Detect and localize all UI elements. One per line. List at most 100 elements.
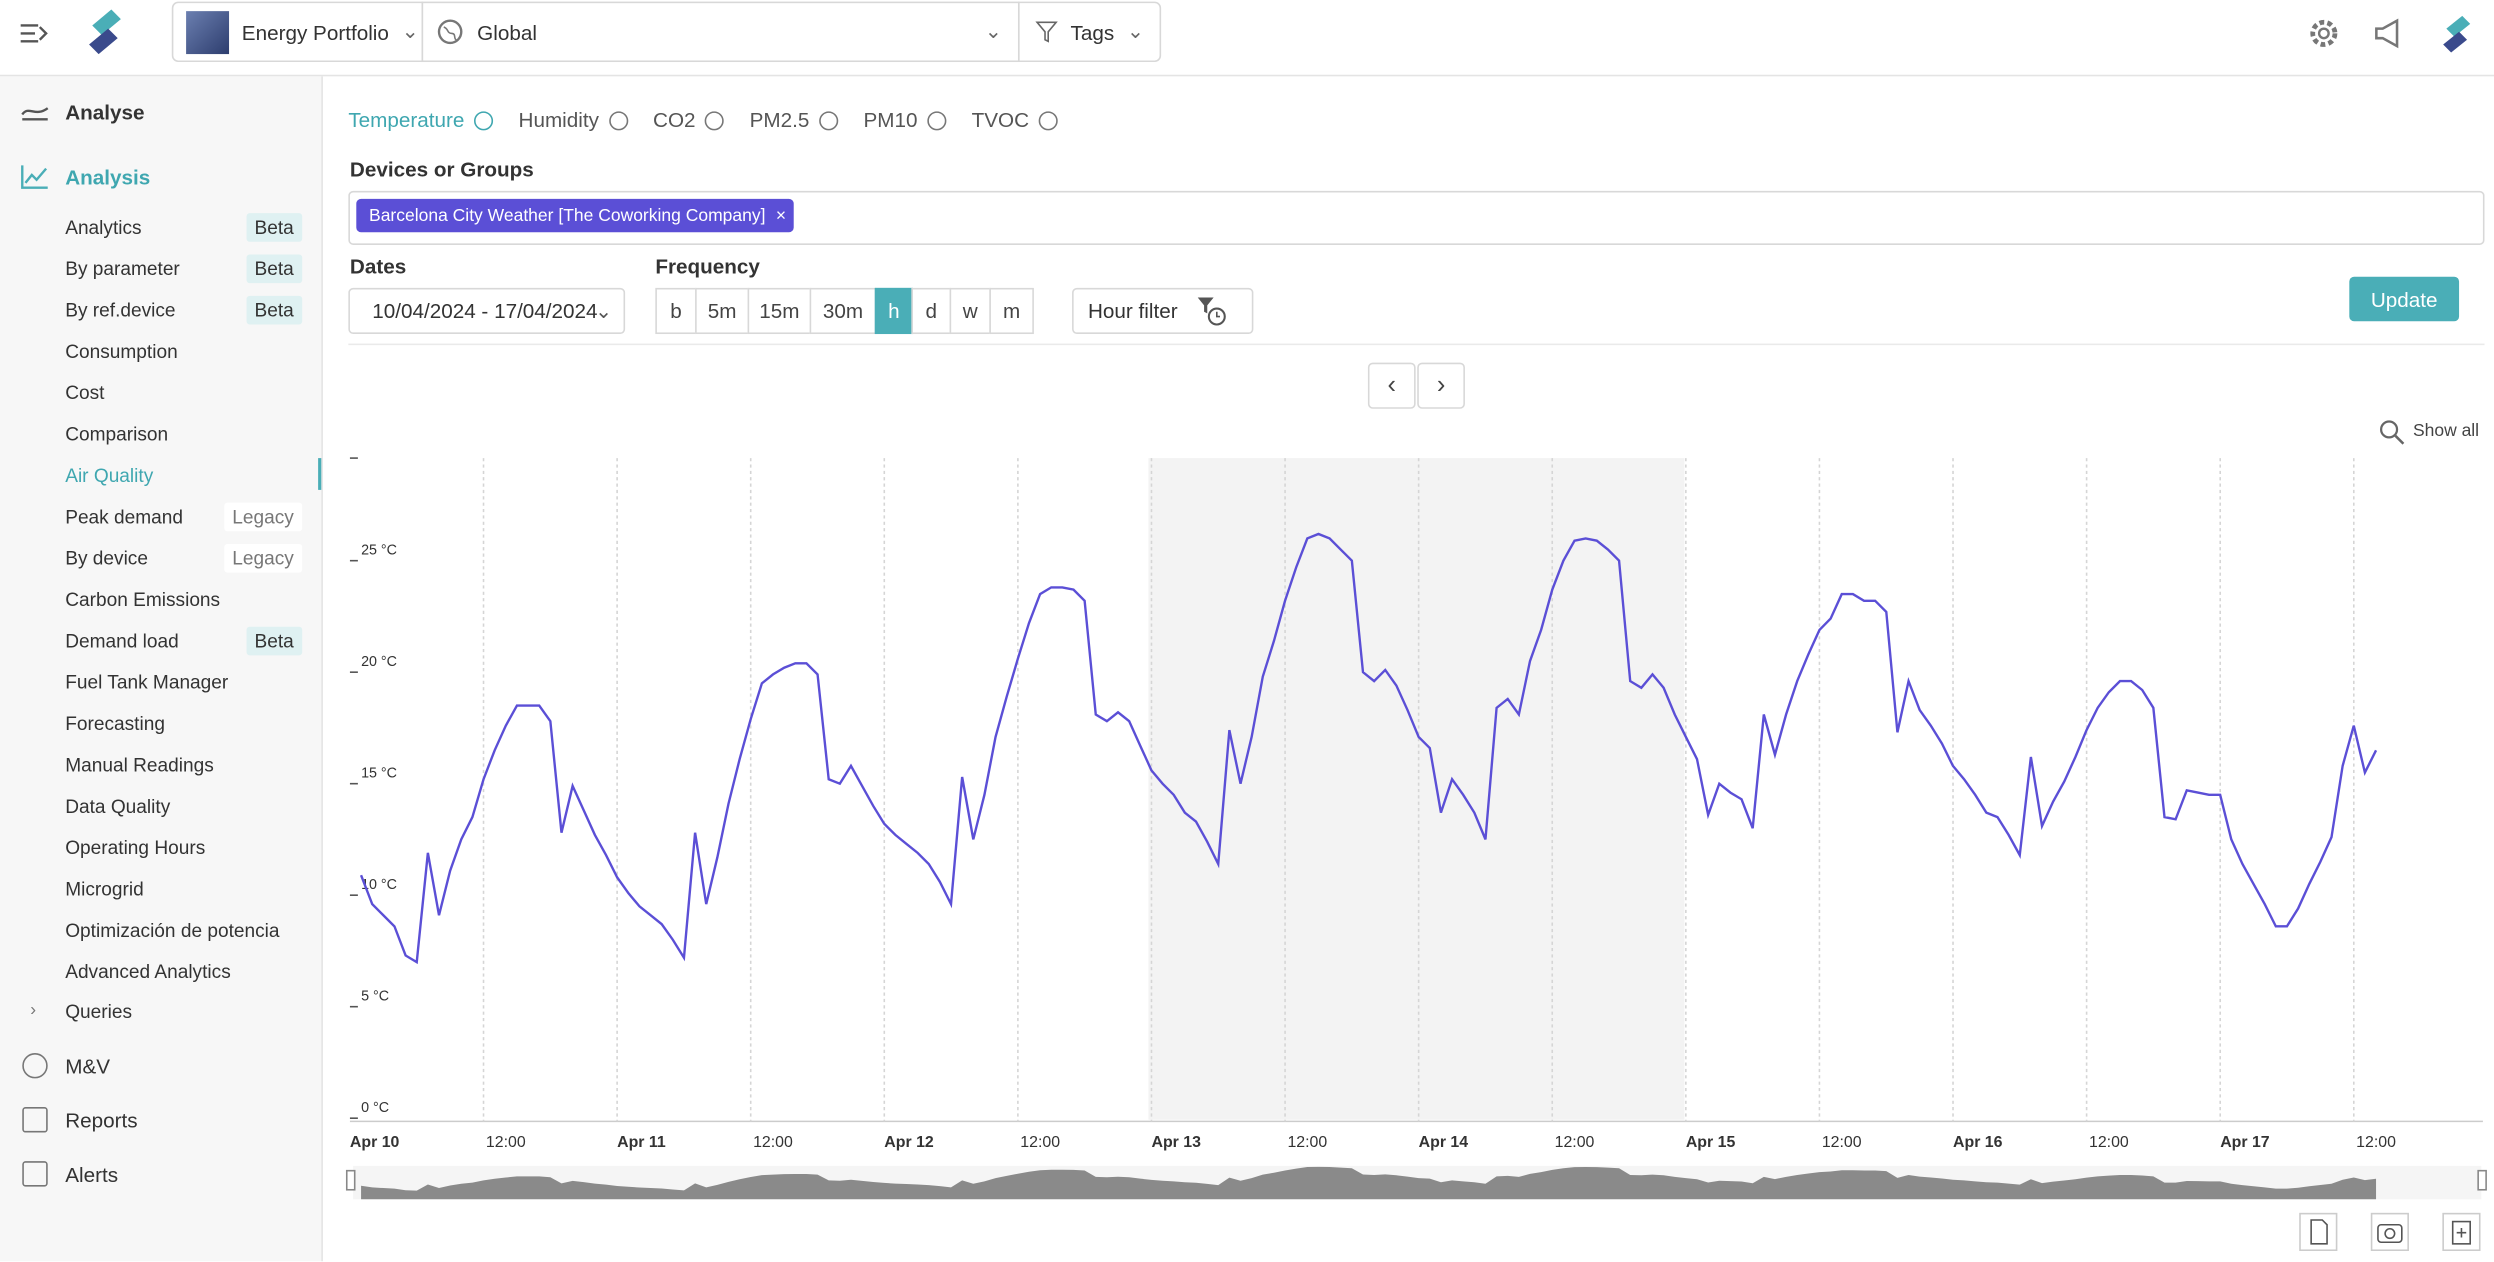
menu-icon[interactable] xyxy=(19,21,51,46)
tab-icon xyxy=(608,111,628,131)
badge: Beta xyxy=(246,254,302,284)
nav-item[interactable]: Alerts xyxy=(65,1162,119,1187)
x-tick-label: 12:00 xyxy=(1555,1134,1595,1151)
device-input[interactable]: Barcelona City Weather [The Coworking Co… xyxy=(348,190,2485,245)
export-clipboard[interactable] xyxy=(2442,1212,2482,1252)
nav-item[interactable]: By device xyxy=(65,547,148,570)
frequency-button[interactable]: 5m xyxy=(695,287,750,335)
nav-item[interactable]: By parameter xyxy=(65,257,180,280)
frequency-button[interactable]: d xyxy=(911,287,952,335)
y-tick-label: 20 °C xyxy=(361,654,397,670)
nav-item[interactable]: Fuel Tank Manager xyxy=(65,671,229,694)
nav-item[interactable]: Advanced Analytics xyxy=(65,960,231,983)
nav-item[interactable]: Cost xyxy=(65,381,105,405)
frequency-label: Frequency xyxy=(655,254,760,279)
nav-item[interactable]: Forecasting xyxy=(65,712,165,735)
parameter-tab[interactable]: PM10 xyxy=(863,108,918,133)
x-tick-label: Apr 15 xyxy=(1686,1134,1736,1151)
logo[interactable] xyxy=(76,3,133,60)
nav-item[interactable]: Reports xyxy=(65,1108,138,1133)
active-indicator xyxy=(318,458,322,490)
nav-item[interactable]: Consumption xyxy=(65,340,178,363)
globe-icon xyxy=(437,19,463,45)
badge: Beta xyxy=(246,213,302,242)
dates-label: Dates xyxy=(349,254,407,279)
frequency-button[interactable]: 30m xyxy=(809,287,877,335)
device-chip-label: Barcelona City Weather [The Coworking Co… xyxy=(369,205,766,226)
weekend-band xyxy=(1148,458,1685,1120)
parameter-tab[interactable]: Humidity xyxy=(518,108,599,133)
badge: Beta xyxy=(246,295,302,325)
x-tick-label: 12:00 xyxy=(753,1134,793,1151)
parameter-tab[interactable]: TVOC xyxy=(971,108,1030,133)
analysis-icon xyxy=(21,165,48,189)
badge: Legacy xyxy=(224,502,302,532)
nav-item[interactable]: Manual Readings xyxy=(65,753,214,777)
filter-icon xyxy=(1035,21,1058,43)
nav-icon xyxy=(22,1052,48,1079)
tags-dropdown[interactable]: Tags ⌄ xyxy=(1017,1,1162,63)
prev-button[interactable]: ‹ xyxy=(1367,362,1416,409)
show-all[interactable]: Show all xyxy=(2412,421,2480,441)
parameter-tab[interactable]: PM2.5 xyxy=(749,108,810,133)
navigator-handle-left[interactable] xyxy=(345,1169,356,1191)
nav-analyse[interactable]: Analyse xyxy=(65,100,145,125)
export-image[interactable] xyxy=(2370,1212,2410,1252)
date-range: 10/04/2024 - 17/04/2024 xyxy=(372,299,598,323)
x-tick-label: Apr 16 xyxy=(1953,1134,2003,1151)
hour-filter-label: Hour filter xyxy=(1087,299,1178,323)
x-tick-label: 12:00 xyxy=(2089,1134,2129,1151)
divider xyxy=(348,343,2485,346)
nav-item[interactable]: Demand load xyxy=(65,629,179,653)
next-button[interactable]: › xyxy=(1417,362,1465,409)
nav-item[interactable]: Optimización de potencia xyxy=(65,919,280,942)
update-button[interactable]: Update xyxy=(2349,276,2460,322)
y-tick-label: 15 °C xyxy=(361,765,397,781)
y-tick-label: 0 °C xyxy=(361,1100,389,1116)
nav-item[interactable]: Carbon Emissions xyxy=(65,588,221,611)
x-tick-label: Apr 10 xyxy=(350,1134,400,1151)
hour-filter-icon xyxy=(1197,297,1226,326)
nav-item[interactable]: By ref.device xyxy=(65,299,176,322)
portfolio-dropdown[interactable]: Energy Portfolio ⌄ xyxy=(171,1,424,63)
x-tick-label: 12:00 xyxy=(1020,1134,1060,1151)
nav-item[interactable]: Data Quality xyxy=(65,795,171,818)
nav-item[interactable]: Air Quality xyxy=(65,464,154,487)
announce-icon[interactable] xyxy=(2373,17,2408,49)
settings-icon[interactable] xyxy=(2308,17,2340,49)
tab-icon xyxy=(705,111,725,131)
x-tick-label: Apr 14 xyxy=(1419,1134,1469,1151)
tags-label: Tags xyxy=(1070,19,1115,44)
data-line xyxy=(359,532,2378,965)
user-logo[interactable] xyxy=(2434,10,2482,58)
date-picker[interactable]: 10/04/2024 - 17/04/2024 ⌄ xyxy=(348,287,626,335)
frequency-button[interactable]: m xyxy=(989,287,1034,335)
navigator-handle-right[interactable] xyxy=(2477,1169,2487,1191)
hour-filter[interactable]: Hour filter xyxy=(1072,287,1254,335)
x-tick-label: 12:00 xyxy=(1287,1134,1327,1151)
nav-item[interactable]: Peak demand xyxy=(65,505,184,529)
parameter-tab[interactable]: CO2 xyxy=(653,108,696,133)
nav-item[interactable]: Comparison xyxy=(65,423,169,446)
x-tick-label: Apr 17 xyxy=(2220,1134,2270,1151)
tab-icon xyxy=(818,111,839,131)
parameter-tab[interactable]: Temperature xyxy=(348,108,465,133)
sidebar: Analyse Analysis Analytics Beta By paramet… xyxy=(0,76,323,1262)
nav-item[interactable]: Analytics xyxy=(65,216,142,239)
chip-remove[interactable]: × xyxy=(775,205,787,226)
x-tick-label: 12:00 xyxy=(1822,1134,1862,1151)
export-pdf[interactable] xyxy=(2298,1212,2338,1252)
frequency-button[interactable]: b xyxy=(655,287,697,335)
nav-item[interactable]: Microgrid xyxy=(65,878,144,901)
nav-item[interactable]: M&V xyxy=(65,1054,111,1079)
nav-analysis[interactable]: Analysis xyxy=(65,165,151,190)
x-tick-label: 12:00 xyxy=(2356,1134,2396,1151)
badge: Beta xyxy=(246,626,302,656)
nav-queries[interactable]: Queries xyxy=(65,1000,133,1023)
y-tick-label: 5 °C xyxy=(361,988,389,1004)
y-tick-label: 10 °C xyxy=(361,877,397,893)
zoom-icon[interactable] xyxy=(2380,420,2405,445)
nav-item[interactable]: Operating Hours xyxy=(65,836,206,859)
